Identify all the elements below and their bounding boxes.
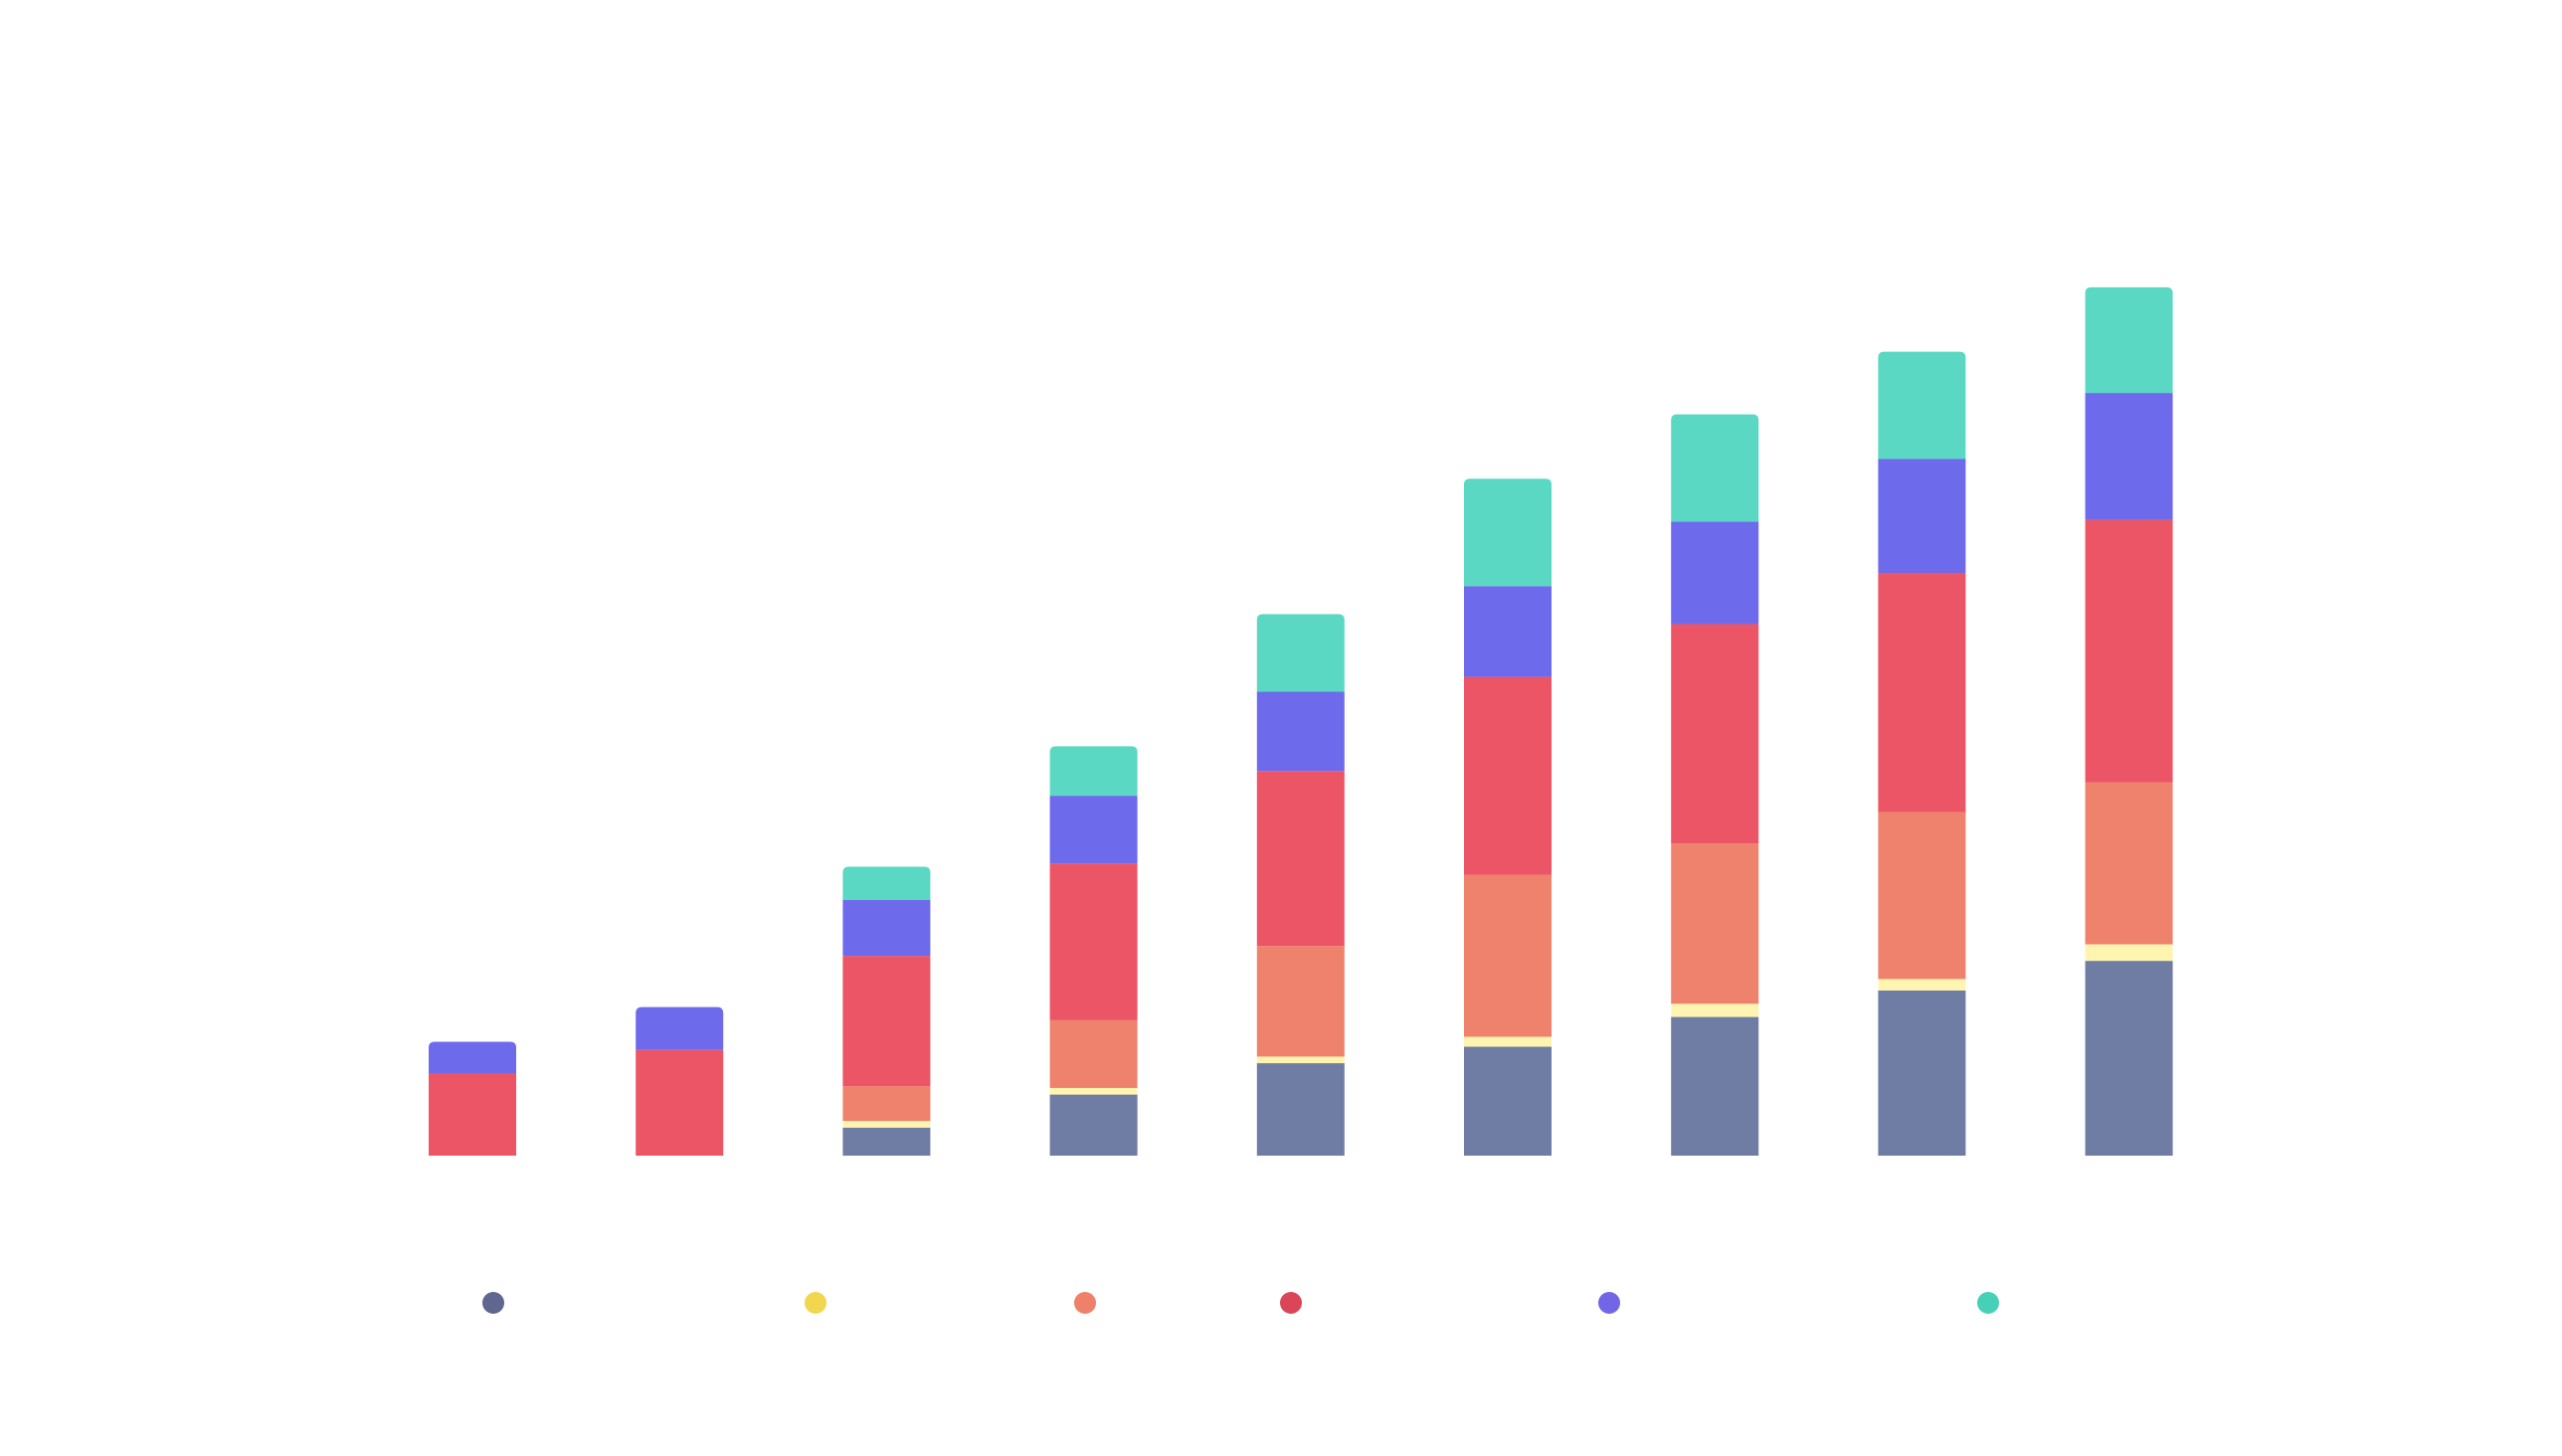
- bar-segment: [842, 1086, 931, 1122]
- bar-segment: [1878, 573, 1966, 813]
- bar-segment: [1671, 1003, 1759, 1017]
- bar-segment: [1049, 746, 1138, 797]
- bar-segment: [1671, 1016, 1759, 1156]
- bars-group: [429, 286, 2173, 1156]
- bar-stack: [636, 1006, 724, 1156]
- bar-segment: [1878, 351, 1966, 459]
- bar-stack: [1464, 478, 1552, 1156]
- legend-marker[interactable]: [1977, 1292, 1999, 1314]
- bar-segment: [1671, 521, 1759, 625]
- bar-stack: [1256, 614, 1345, 1156]
- bar-stack: [1049, 746, 1138, 1156]
- bar-segment: [1049, 1087, 1138, 1095]
- bar-segment: [1256, 771, 1345, 947]
- bar-stack: [429, 1041, 516, 1156]
- bar-stack: [1671, 414, 1759, 1156]
- legend-marker[interactable]: [805, 1292, 826, 1314]
- bar-segment: [1671, 414, 1759, 522]
- legend-marker[interactable]: [1598, 1292, 1620, 1314]
- bar-stack: [842, 866, 931, 1156]
- bar-segment: [1878, 812, 1966, 980]
- bar-segment: [1256, 614, 1345, 692]
- bar-segment: [429, 1041, 516, 1073]
- bar-segment: [1464, 586, 1552, 677]
- bar-segment: [2085, 944, 2173, 962]
- bar-segment: [429, 1073, 516, 1156]
- bar-segment: [1256, 946, 1345, 1057]
- bar-segment: [1464, 478, 1552, 587]
- bar-segment: [2085, 519, 2173, 783]
- legend: [482, 1292, 1999, 1314]
- bar-segment: [1256, 1063, 1345, 1156]
- bar-segment: [842, 899, 931, 957]
- bar-segment: [2085, 286, 2173, 394]
- bar-segment: [1049, 796, 1138, 864]
- legend-marker[interactable]: [482, 1292, 504, 1314]
- bar-segment: [1049, 1019, 1138, 1088]
- bar-segment: [1049, 863, 1138, 1020]
- bar-segment: [2085, 393, 2173, 520]
- bar-segment: [636, 1049, 724, 1156]
- bar-segment: [1464, 1036, 1552, 1047]
- bar-segment: [2085, 782, 2173, 945]
- bar-segment: [1256, 691, 1345, 772]
- bar-segment: [1878, 979, 1966, 991]
- bar-segment: [1878, 991, 1966, 1156]
- bar-segment: [1878, 458, 1966, 574]
- bar-segment: [1671, 624, 1759, 844]
- bar-segment: [842, 1127, 931, 1156]
- bar-segment: [1671, 843, 1759, 1004]
- bar-segment: [1256, 1056, 1345, 1064]
- bar-segment: [1049, 1094, 1138, 1156]
- bar-segment: [1464, 676, 1552, 875]
- bar-segment: [842, 866, 931, 900]
- legend-marker[interactable]: [1074, 1292, 1096, 1314]
- bar-segment: [1464, 874, 1552, 1037]
- bar-stack: [2085, 286, 2173, 1156]
- bar-segment: [636, 1006, 724, 1050]
- bar-segment: [1464, 1046, 1552, 1156]
- legend-marker[interactable]: [1280, 1292, 1302, 1314]
- bar-stack: [1878, 351, 1966, 1156]
- bar-segment: [842, 956, 931, 1087]
- bar-segment: [842, 1121, 931, 1128]
- bar-segment: [2085, 961, 2173, 1156]
